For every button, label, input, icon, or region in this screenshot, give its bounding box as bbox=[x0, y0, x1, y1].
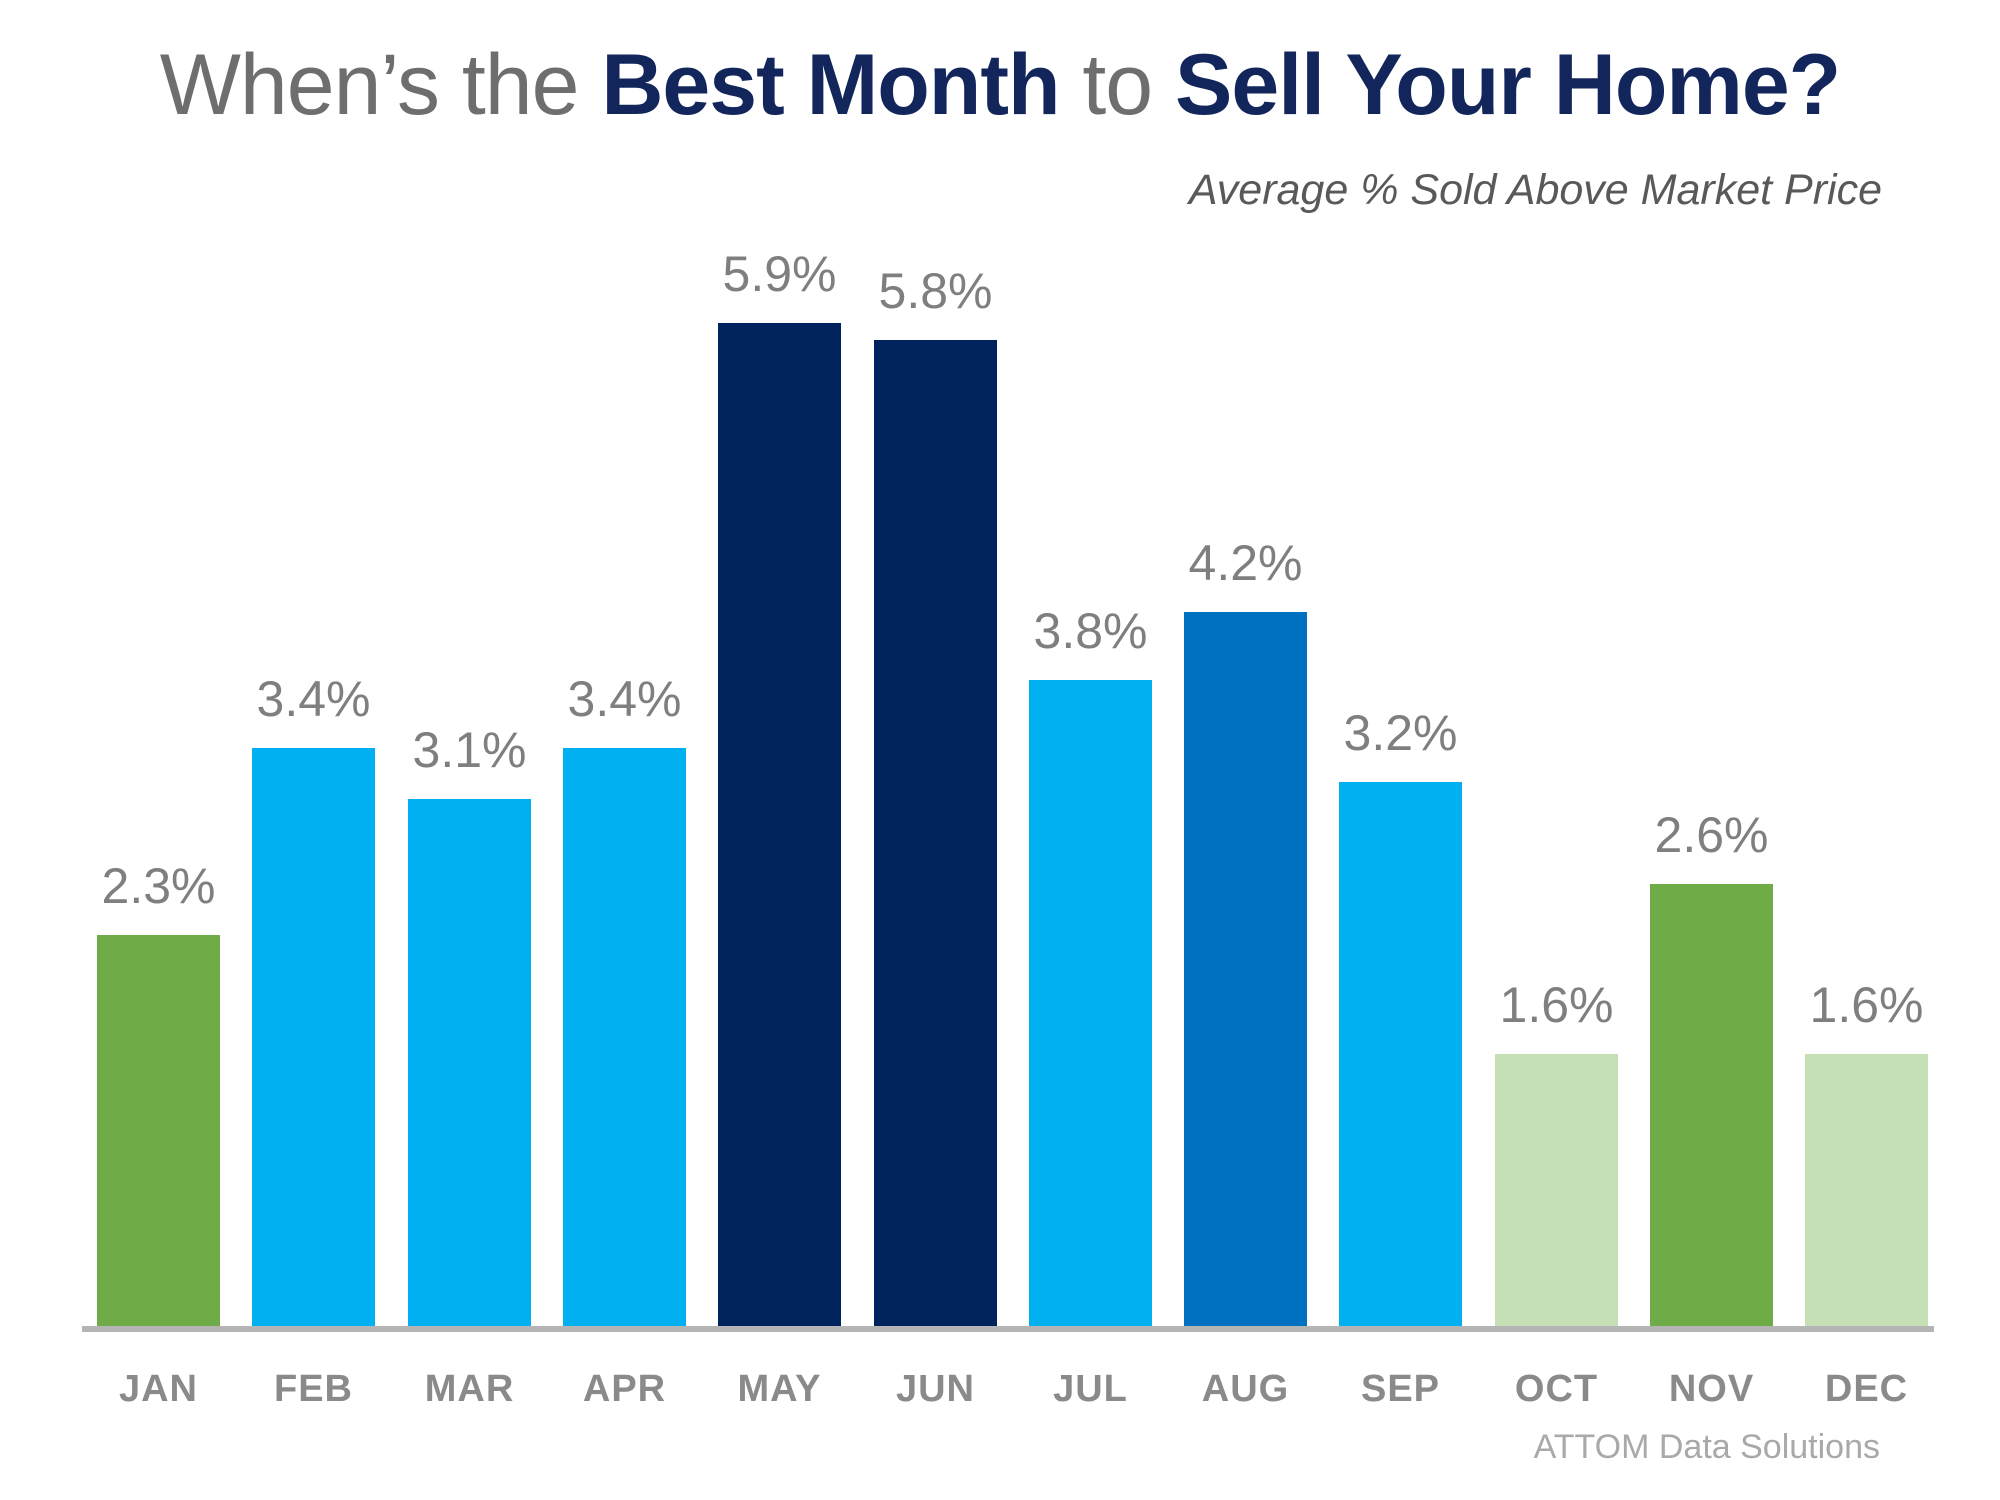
x-axis-label-dec: DEC bbox=[1824, 1368, 1909, 1410]
title-segment-plain: When’s the bbox=[159, 37, 602, 133]
bar-jun bbox=[874, 340, 997, 1326]
chart-title: When’s the Best Month to Sell Your Home? bbox=[0, 38, 2000, 133]
bar-may bbox=[718, 323, 841, 1326]
bar-apr bbox=[563, 748, 686, 1326]
x-axis-label-sep: SEP bbox=[1360, 1368, 1441, 1410]
bar-value-label-jan: 2.3% bbox=[101, 858, 216, 914]
bar-value-label-apr: 3.4% bbox=[567, 671, 682, 727]
bar-aug bbox=[1184, 612, 1307, 1326]
chart-subtitle: Average % Sold Above Market Price bbox=[1188, 166, 1882, 214]
bar-sep bbox=[1339, 782, 1462, 1326]
x-axis-label-apr: APR bbox=[582, 1368, 667, 1410]
title-segment-sell-your-home: Sell Your Home? bbox=[1175, 37, 1841, 133]
bar-dec bbox=[1805, 1054, 1928, 1326]
bar-value-label-oct: 1.6% bbox=[1499, 977, 1614, 1033]
bar-value-label-jul: 3.8% bbox=[1033, 603, 1148, 659]
bar-value-label-jun: 5.8% bbox=[878, 263, 993, 319]
bar-value-label-may: 5.9% bbox=[722, 246, 837, 302]
data-source-credit: ATTOM Data Solutions bbox=[1533, 1428, 1880, 1466]
x-axis-line bbox=[82, 1326, 1934, 1332]
title-segment-to: to bbox=[1059, 37, 1176, 133]
bar-value-label-feb: 3.4% bbox=[256, 671, 371, 727]
bar-value-label-mar: 3.1% bbox=[412, 722, 527, 778]
bar-jan bbox=[97, 935, 220, 1326]
x-axis-label-aug: AUG bbox=[1201, 1368, 1290, 1410]
x-axis-label-feb: FEB bbox=[274, 1368, 353, 1410]
x-axis-label-jun: JUN bbox=[895, 1368, 976, 1410]
bar-value-label-nov: 2.6% bbox=[1654, 807, 1769, 863]
bar-feb bbox=[252, 748, 375, 1326]
x-axis-label-may: MAY bbox=[737, 1368, 822, 1410]
bar-value-label-dec: 1.6% bbox=[1809, 977, 1924, 1033]
bar-mar bbox=[408, 799, 531, 1326]
bar-oct bbox=[1495, 1054, 1618, 1326]
x-axis-label-mar: MAR bbox=[424, 1368, 515, 1410]
title-segment-best-month: Best Month bbox=[601, 37, 1060, 133]
bar-nov bbox=[1650, 884, 1773, 1326]
x-axis-label-oct: OCT bbox=[1514, 1368, 1599, 1410]
x-axis-label-jan: JAN bbox=[118, 1368, 199, 1410]
x-axis-label-jul: JUL bbox=[1053, 1368, 1128, 1410]
bar-value-label-sep: 3.2% bbox=[1343, 705, 1458, 761]
x-axis-label-nov: NOV bbox=[1668, 1368, 1755, 1410]
bar-jul bbox=[1029, 680, 1152, 1326]
bar-value-label-aug: 4.2% bbox=[1188, 535, 1303, 591]
